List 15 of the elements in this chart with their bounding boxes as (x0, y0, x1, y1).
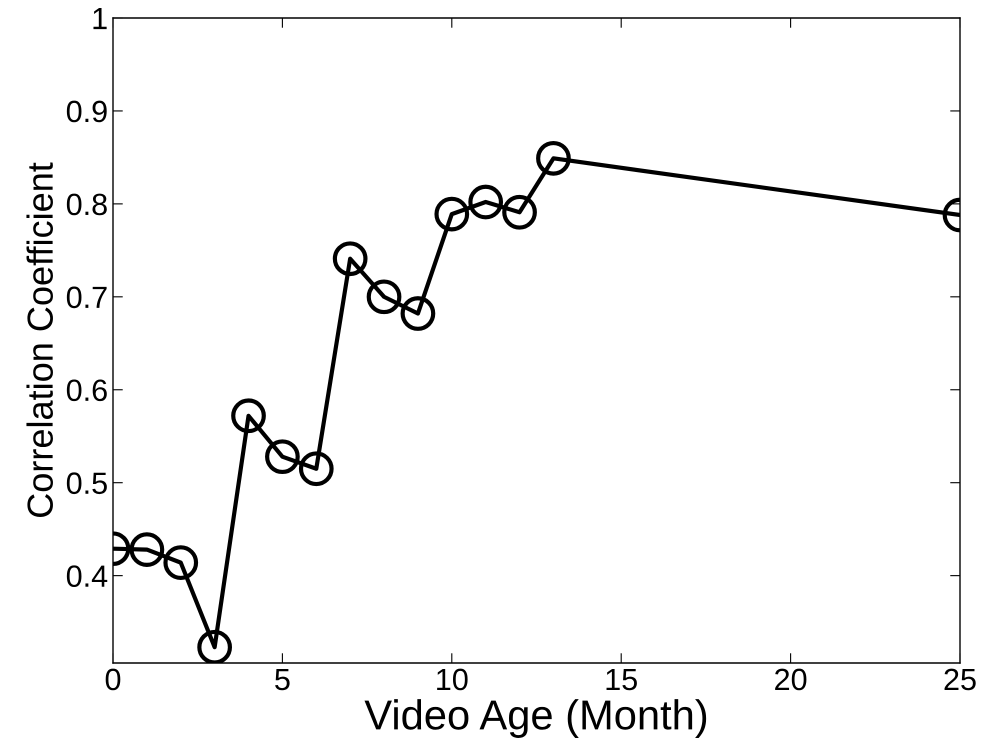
y-tick-label: 0.6 (66, 379, 107, 402)
y-tick-label: 0.9 (66, 100, 107, 122)
x-tick-label: 10 (437, 668, 468, 690)
x-tick-label: 20 (775, 668, 806, 690)
y-tick-label: 0.5 (66, 472, 107, 494)
x-axis-title: Video Age (Month) (364, 699, 706, 738)
x-tick-label: 25 (944, 668, 976, 690)
y-tick-label: 1 (93, 8, 107, 30)
y-axis-title: Correlation Coefficient (26, 162, 53, 517)
y-tick-label: 0.4 (66, 565, 108, 588)
x-tick-label: 5 (275, 668, 290, 690)
y-tick-label: 0.7 (66, 286, 107, 308)
x-tick-label: 0 (106, 668, 120, 690)
x-tick-label: 15 (606, 668, 637, 690)
y-tick-label: 0.8 (66, 194, 107, 216)
